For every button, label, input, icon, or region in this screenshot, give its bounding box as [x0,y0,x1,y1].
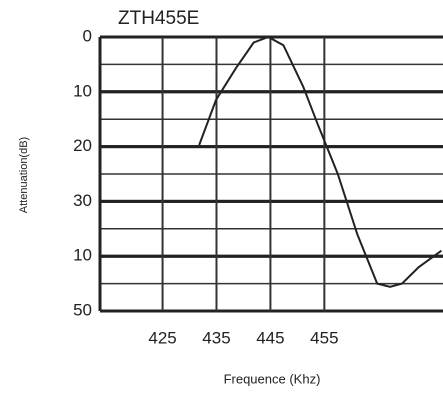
x-tick-label: 445 [256,328,284,347]
x-tick-label: 455 [310,328,338,347]
y-tick-label: 30 [73,191,92,210]
y-tick-label: 10 [73,246,92,265]
y-tick-label: 10 [73,81,92,100]
curve [198,35,442,288]
y-tick-label: 50 [73,300,92,319]
x-tick-label: 425 [148,328,176,347]
y-axis-label: Attenuation(dB) [18,137,30,213]
chart-title: ZTH455E [118,8,199,29]
y-tick-label: 20 [73,136,92,155]
x-tick-label: 435 [202,328,230,347]
x-axis-label: Frequence (Khz) [224,371,321,386]
y-tick-label: 0 [83,26,92,45]
